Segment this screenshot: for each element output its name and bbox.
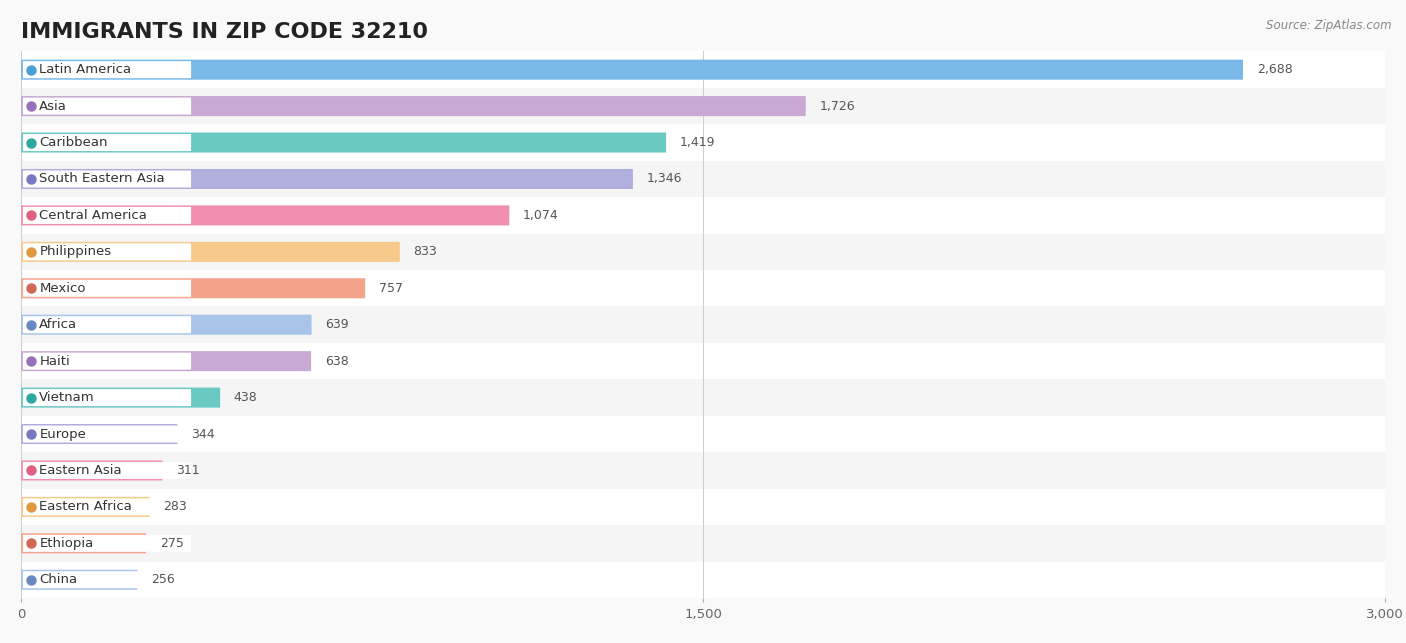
Text: 1,346: 1,346 [647,172,682,185]
Text: 344: 344 [191,428,215,440]
FancyBboxPatch shape [21,379,1385,416]
Text: 638: 638 [325,355,349,368]
FancyBboxPatch shape [21,570,138,590]
Text: Haiti: Haiti [39,355,70,368]
FancyBboxPatch shape [21,132,666,152]
FancyBboxPatch shape [21,124,1385,161]
Text: IMMIGRANTS IN ZIP CODE 32210: IMMIGRANTS IN ZIP CODE 32210 [21,22,427,42]
Text: Latin America: Latin America [39,63,131,76]
Text: Mexico: Mexico [39,282,86,294]
FancyBboxPatch shape [22,535,191,552]
Text: Africa: Africa [39,318,77,331]
Text: Eastern Asia: Eastern Asia [39,464,122,477]
FancyBboxPatch shape [22,426,191,442]
FancyBboxPatch shape [22,170,191,188]
FancyBboxPatch shape [21,51,1385,88]
FancyBboxPatch shape [22,316,191,333]
Text: Central America: Central America [39,209,148,222]
FancyBboxPatch shape [21,60,1243,80]
FancyBboxPatch shape [21,233,1385,270]
FancyBboxPatch shape [21,161,1385,197]
Text: Asia: Asia [39,100,67,113]
Text: Eastern Africa: Eastern Africa [39,500,132,513]
FancyBboxPatch shape [21,351,311,371]
Text: 283: 283 [163,500,187,513]
FancyBboxPatch shape [22,207,191,224]
Text: South Eastern Asia: South Eastern Asia [39,172,165,185]
FancyBboxPatch shape [22,498,191,516]
FancyBboxPatch shape [21,525,1385,561]
Text: 256: 256 [150,574,174,586]
FancyBboxPatch shape [21,424,177,444]
Text: 438: 438 [233,391,257,404]
FancyBboxPatch shape [21,88,1385,124]
FancyBboxPatch shape [21,169,633,189]
Text: Philippines: Philippines [39,246,111,258]
FancyBboxPatch shape [21,497,150,517]
Text: 1,074: 1,074 [523,209,558,222]
FancyBboxPatch shape [21,197,1385,233]
Text: Europe: Europe [39,428,86,440]
FancyBboxPatch shape [22,462,191,479]
Text: 2,688: 2,688 [1257,63,1292,76]
FancyBboxPatch shape [22,280,191,297]
FancyBboxPatch shape [21,343,1385,379]
FancyBboxPatch shape [22,571,191,588]
FancyBboxPatch shape [22,389,191,406]
FancyBboxPatch shape [22,352,191,370]
FancyBboxPatch shape [21,314,312,335]
Text: 757: 757 [378,282,404,294]
Text: 275: 275 [160,537,184,550]
FancyBboxPatch shape [22,98,191,114]
FancyBboxPatch shape [21,452,1385,489]
FancyBboxPatch shape [21,270,1385,307]
FancyBboxPatch shape [21,388,221,408]
Text: 1,419: 1,419 [681,136,716,149]
Text: Caribbean: Caribbean [39,136,108,149]
FancyBboxPatch shape [21,489,1385,525]
FancyBboxPatch shape [22,61,191,78]
FancyBboxPatch shape [22,134,191,151]
Text: Source: ZipAtlas.com: Source: ZipAtlas.com [1267,19,1392,32]
FancyBboxPatch shape [21,307,1385,343]
FancyBboxPatch shape [21,460,163,480]
FancyBboxPatch shape [21,278,366,298]
Text: 1,726: 1,726 [820,100,855,113]
FancyBboxPatch shape [21,242,399,262]
FancyBboxPatch shape [21,205,509,226]
FancyBboxPatch shape [22,243,191,260]
Text: 311: 311 [176,464,200,477]
FancyBboxPatch shape [21,533,146,554]
FancyBboxPatch shape [21,96,806,116]
Text: 833: 833 [413,246,437,258]
Text: 639: 639 [325,318,349,331]
Text: China: China [39,574,77,586]
FancyBboxPatch shape [21,561,1385,598]
Text: Ethiopia: Ethiopia [39,537,94,550]
Text: Vietnam: Vietnam [39,391,94,404]
FancyBboxPatch shape [21,416,1385,452]
